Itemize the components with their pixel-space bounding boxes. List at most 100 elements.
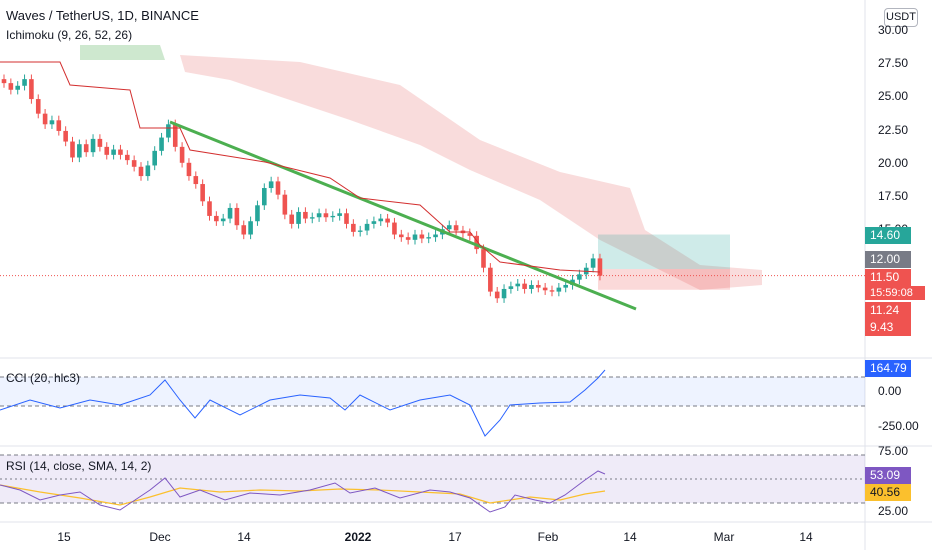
time-axis-label: 2022 bbox=[344, 530, 372, 544]
candle-body bbox=[77, 144, 82, 158]
candle-body bbox=[35, 99, 41, 114]
candle-body bbox=[104, 146, 110, 155]
rsi-sma-tag: 40.56 bbox=[865, 484, 911, 501]
candle-body bbox=[166, 124, 171, 138]
price-axis-label: 22.50 bbox=[878, 122, 909, 137]
candle-body bbox=[220, 218, 226, 222]
candle-body bbox=[131, 160, 137, 167]
candle-body bbox=[577, 274, 582, 280]
candle-body bbox=[453, 225, 459, 231]
candle-body bbox=[214, 215, 219, 222]
time-axis-label: 14 bbox=[623, 530, 637, 544]
candle-body bbox=[8, 83, 14, 90]
candle-body bbox=[207, 201, 212, 216]
candle-body bbox=[227, 207, 233, 219]
candle-body bbox=[529, 284, 534, 289]
time-axis-label: 14 bbox=[237, 530, 251, 544]
candle-body bbox=[412, 234, 418, 240]
cci-label[interactable]: CCI (20, hlc3) bbox=[6, 371, 81, 385]
candle-body bbox=[42, 113, 48, 125]
candle-body bbox=[515, 283, 521, 287]
candle-body bbox=[83, 144, 89, 153]
candle-body bbox=[488, 267, 493, 292]
candle-body bbox=[159, 137, 164, 151]
candle-body bbox=[97, 138, 103, 147]
candle-body bbox=[385, 218, 390, 223]
candle-body bbox=[70, 141, 75, 158]
stop-loss-tag: 11.24 bbox=[865, 302, 911, 319]
currency-button[interactable]: USDT bbox=[884, 8, 918, 27]
bar-countdown: 15:59:08 bbox=[865, 286, 925, 300]
candle-body bbox=[186, 162, 192, 177]
cci-axis-neg: -250.00 bbox=[878, 419, 919, 433]
cci-line bbox=[0, 369, 606, 437]
candle-body bbox=[392, 222, 397, 235]
candle-body bbox=[22, 79, 27, 86]
candle-body bbox=[378, 218, 384, 222]
time-axis-label: Mar bbox=[713, 530, 735, 544]
candle-body bbox=[248, 221, 253, 235]
candle-body bbox=[200, 184, 205, 202]
entry-tag: 12.00 bbox=[865, 251, 911, 268]
candle-body bbox=[323, 213, 329, 218]
candle-body bbox=[330, 215, 336, 218]
candle-body bbox=[522, 283, 527, 289]
candle-body bbox=[337, 213, 342, 216]
ichimoku-cloud-green bbox=[80, 45, 165, 60]
candle-body bbox=[399, 234, 404, 238]
candle-body bbox=[563, 284, 568, 288]
candle-body bbox=[90, 138, 96, 153]
candle-body bbox=[172, 124, 178, 147]
rsi-sma-line bbox=[0, 484, 606, 506]
candle-body bbox=[15, 85, 20, 90]
candle-body bbox=[56, 120, 62, 131]
candle-body bbox=[118, 149, 123, 155]
candle-body bbox=[542, 287, 548, 291]
candle-body bbox=[508, 286, 514, 289]
candle-body bbox=[494, 291, 500, 299]
time-axis-label: 14 bbox=[799, 530, 813, 544]
candle-body bbox=[536, 284, 541, 288]
candle-body bbox=[549, 290, 555, 292]
rsi-axis-75: 75.00 bbox=[878, 444, 909, 458]
candle-body bbox=[426, 237, 431, 239]
candle-body bbox=[351, 223, 356, 232]
price-axis-label: 20.00 bbox=[878, 155, 909, 170]
candle-body bbox=[145, 165, 151, 177]
trendline bbox=[169, 120, 637, 311]
candle-body bbox=[556, 287, 562, 292]
ichimoku-cloud-red bbox=[180, 55, 762, 290]
candle-body bbox=[275, 181, 281, 195]
candle-body bbox=[474, 235, 479, 250]
price-axis-label: 30.00 bbox=[878, 23, 909, 37]
baseline-line bbox=[0, 61, 601, 273]
candle-body bbox=[371, 221, 377, 224]
candle-body bbox=[309, 217, 315, 219]
price-axis-label: 17.50 bbox=[878, 189, 909, 203]
rsi-label[interactable]: RSI (14, close, SMA, 14, 2) bbox=[6, 459, 152, 473]
candle-body bbox=[344, 213, 349, 224]
candle-body bbox=[63, 130, 68, 142]
ichimoku-label[interactable]: Ichimoku (9, 26, 52, 26) bbox=[6, 28, 133, 42]
position-profit-zone bbox=[598, 234, 730, 270]
candle-body bbox=[234, 207, 240, 226]
time-axis-label: Feb bbox=[537, 530, 559, 544]
chart-title[interactable]: Waves / TetherUS, 1D, BINANCE bbox=[6, 8, 199, 23]
low-price-tag: 9.43 bbox=[865, 319, 911, 336]
cci-axis-zero: 0.00 bbox=[878, 384, 902, 398]
candle-body bbox=[29, 79, 34, 100]
candle-body bbox=[289, 214, 294, 224]
candle-body bbox=[501, 288, 507, 299]
take-profit-tag: 14.60 bbox=[865, 227, 911, 244]
candle-body bbox=[590, 258, 596, 268]
candle-body bbox=[597, 258, 603, 276]
candle-body bbox=[268, 181, 274, 189]
candle-body bbox=[125, 154, 130, 161]
last-price-tag: 11.50 bbox=[865, 269, 911, 286]
candle-body bbox=[282, 194, 288, 215]
time-axis-label: 17 bbox=[448, 530, 462, 544]
candle-body bbox=[467, 233, 473, 236]
position-loss-zone bbox=[598, 269, 730, 290]
rsi-axis-25: 25.00 bbox=[878, 504, 909, 518]
